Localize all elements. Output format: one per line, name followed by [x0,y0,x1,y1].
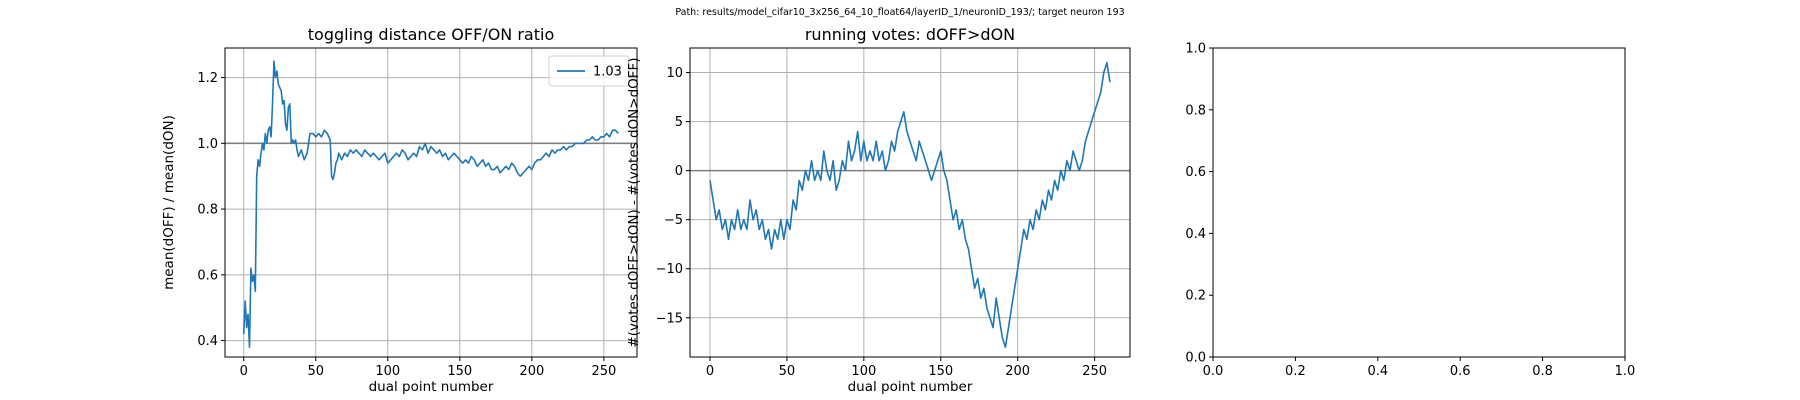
series-line [242,60,619,348]
votes-chart-panel: 0 50 100 150 200 250 −15 −10 −5 0 5 10 running votes… [626,25,1131,395]
axes-frame [689,47,1131,358]
axes-frame [1212,47,1626,358]
x-axis-label: dual point number [848,379,973,395]
y-tick-label: 0.8 [1185,103,1206,118]
x-tick-label: 250 [591,364,616,379]
y-tick-label: 0.0 [1185,351,1206,366]
x-tick-label: 0.0 [1203,364,1224,379]
y-tick-label: 0.6 [1185,165,1206,180]
y-tick-label: 0.6 [197,268,218,283]
legend-box [548,55,630,87]
x-tick-label: 50 [307,364,324,379]
y-tick-label: −5 [664,213,683,228]
y-tick-label: 0.4 [1185,227,1206,242]
figure-suptitle: Path: results/model_cifar10_3x256_64_10_… [675,7,1125,18]
y-tick-label: 1.0 [197,137,218,152]
y-axis-label: #(votes dOFF>dON) - #(votes dON>dOFF) [626,57,642,347]
x-tick-label: 150 [928,364,953,379]
y-axis-label: mean(dOFF) / mean(dON) [161,115,177,290]
y-tick-label: 0.8 [197,203,218,218]
y-tick-label: 0.4 [197,334,218,349]
y-tick-label: 5 [675,115,683,130]
x-tick-label: 200 [519,364,544,379]
y-tick-label: 1.2 [197,71,218,86]
chart-title: running votes: dOFF>dON [805,25,1015,44]
y-tick-label: 1.0 [1185,42,1206,57]
x-tick-label: 0.2 [1285,364,1306,379]
x-tick-label: 250 [1082,364,1107,379]
x-tick-label: 0 [240,364,248,379]
chart-title: toggling distance OFF/ON ratio [308,25,554,44]
x-tick-label: 0.6 [1450,364,1471,379]
x-tick-label: 200 [1005,364,1030,379]
legend-label: 1.03 [593,65,622,80]
y-tick-label: 0.2 [1185,289,1206,304]
y-tick-label: 10 [666,66,683,81]
y-tick-label: −10 [656,262,683,277]
x-tick-label: 50 [779,364,796,379]
x-axis-label: dual point number [369,379,494,395]
x-tick-label: 0 [706,364,714,379]
x-tick-label: 0.4 [1367,364,1388,379]
x-tick-label: 1.0 [1615,364,1636,379]
y-tick-label: 0 [675,164,683,179]
axes-frame [224,47,638,358]
x-tick-label: 0.8 [1532,364,1553,379]
y-tick-label: −15 [656,311,683,326]
empty-chart-panel: 0.0 0.2 0.4 0.6 0.8 1.0 0.0 0.2 0.4 0.6 0.8 1.0 [1185,42,1635,380]
ratio-chart-panel: 0 50 100 150 200 250 0.4 0.6 0.8 1.0 1.2 toggling d… [161,25,638,395]
x-tick-label: 150 [447,364,472,379]
series-line [709,61,1111,349]
x-tick-label: 100 [851,364,876,379]
x-tick-label: 100 [375,364,400,379]
